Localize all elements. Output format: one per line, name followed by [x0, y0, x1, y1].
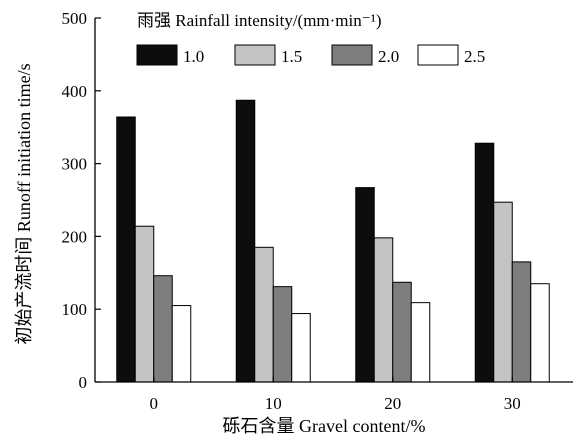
legend-label-2.5: 2.5 — [464, 47, 485, 66]
x-tick-label: 20 — [384, 394, 401, 413]
x-tick-label: 30 — [504, 394, 521, 413]
bar-1.0-10 — [235, 99, 256, 383]
legend-swatch-1.5 — [234, 44, 276, 66]
bar-2.0-30 — [511, 261, 532, 383]
y-axis-title: 初始产流时间 Runoff initiation time/s — [14, 63, 34, 344]
y-tick-label: 100 — [62, 300, 88, 319]
legend-label-1.5: 1.5 — [281, 47, 302, 66]
bar-2.5-30 — [530, 283, 550, 383]
y-tick-label: 500 — [62, 9, 88, 28]
bar-1.5-10 — [254, 246, 274, 383]
bar-2.0-20 — [392, 281, 412, 383]
legend: 雨强 Rainfall intensity/(mm·min⁻¹) 1.0 1.5 2… — [136, 11, 485, 66]
y-tick-label: 400 — [62, 82, 88, 101]
axes-group: 0 100 200 300 400 500 0 10 20 30 — [62, 9, 573, 413]
legend-swatch-2.5 — [417, 44, 459, 66]
bar-1.5-20 — [373, 237, 394, 383]
x-tick-label: 0 — [150, 394, 159, 413]
legend-label-1.0: 1.0 — [183, 47, 204, 66]
bar-1.0-30 — [474, 142, 495, 383]
bar-2.5-0 — [171, 305, 192, 383]
y-tick-label: 200 — [62, 227, 88, 246]
y-tick-label: 300 — [62, 155, 88, 174]
legend-label-2.0: 2.0 — [378, 47, 399, 66]
legend-swatch-1.0 — [136, 44, 178, 66]
bar-2.0-10 — [272, 286, 293, 383]
bars-group — [116, 99, 550, 383]
bar-2.5-10 — [291, 313, 311, 383]
x-tick-label: 10 — [265, 394, 282, 413]
bar-2.0-0 — [153, 275, 173, 383]
x-axis-title: 砾石含量 Gravel content/% — [223, 416, 426, 436]
legend-swatch-2.0 — [331, 44, 373, 66]
bar-1.5-0 — [134, 225, 155, 383]
bar-1.0-20 — [355, 187, 375, 383]
bar-2.5-20 — [410, 302, 431, 383]
y-tick-label: 0 — [79, 373, 88, 392]
bar-1.5-30 — [493, 201, 513, 383]
bar-1.0-0 — [116, 116, 136, 383]
legend-title: 雨强 Rainfall intensity/(mm·min⁻¹) — [137, 11, 381, 30]
